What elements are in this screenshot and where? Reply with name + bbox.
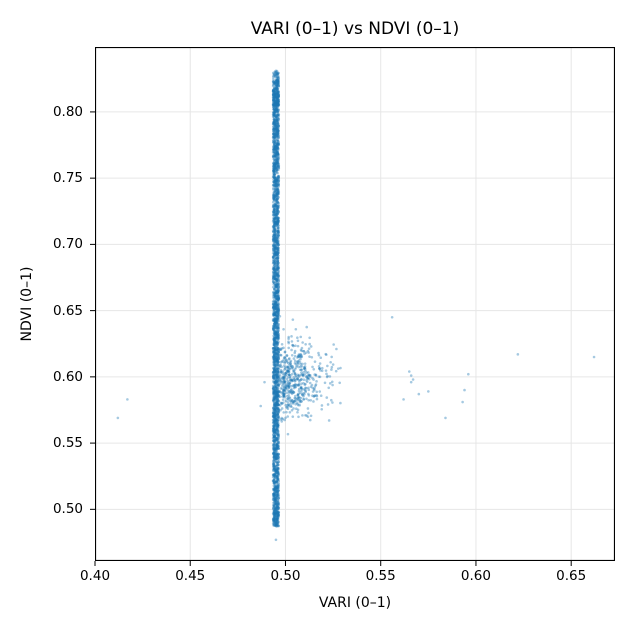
x-tick-label: 0.65	[556, 568, 587, 584]
x-tick-label: 0.60	[460, 568, 491, 584]
plot-area	[95, 47, 615, 561]
y-tick-label: 0.80	[52, 103, 83, 120]
x-tick-label: 0.50	[270, 568, 301, 584]
data-points	[116, 69, 596, 542]
scatter-plot	[95, 47, 615, 561]
y-tick-label: 0.70	[52, 236, 83, 253]
y-tick-label: 0.60	[52, 368, 83, 385]
y-tick-label: 0.65	[52, 302, 83, 319]
axes-frame	[95, 47, 615, 561]
x-axis-label: VARI (0–1)	[318, 595, 392, 611]
chart-title: VARI (0–1) vs NDVI (0–1)	[250, 19, 460, 39]
x-tick-label: 0.40	[79, 568, 111, 584]
y-tick-label: 0.55	[52, 435, 83, 452]
grid	[95, 47, 615, 561]
y-tick-label: 0.50	[52, 501, 83, 518]
y-tick-label: 0.75	[52, 170, 83, 187]
x-tick-label: 0.55	[365, 568, 396, 584]
x-tick-label: 0.45	[175, 568, 206, 584]
